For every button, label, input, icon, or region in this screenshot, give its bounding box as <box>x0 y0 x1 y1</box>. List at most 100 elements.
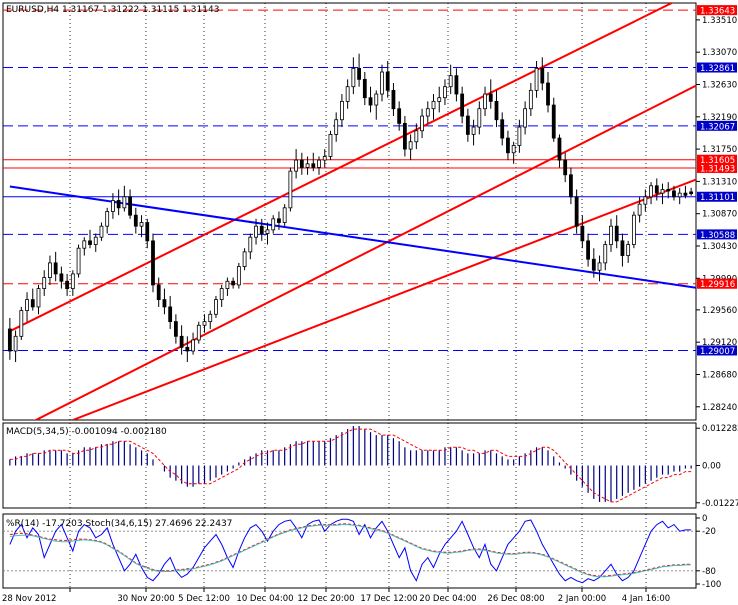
candle-body <box>540 67 545 84</box>
price-tick-label: 1.30430 <box>702 242 737 252</box>
price-level-tag <box>697 120 737 131</box>
price-tick-label: 1.29560 <box>702 306 737 316</box>
candle-body <box>448 75 453 88</box>
stochastic-panel: 0 -20 -80 -100 <box>2 513 721 590</box>
stoch-tick-label: -100 <box>702 580 721 590</box>
macd-signal-line <box>9 428 692 503</box>
price-tick-label: 1.32630 <box>702 80 737 90</box>
candle-body <box>65 280 70 289</box>
macd-tick-label: -0.012278 <box>702 499 738 509</box>
candle-body <box>402 123 407 150</box>
candle-body <box>443 86 447 99</box>
candle-body <box>637 203 642 216</box>
price-level-label: 1.30588 <box>700 231 735 241</box>
candle-body <box>122 196 127 209</box>
trendline <box>9 3 674 333</box>
candle-body <box>654 185 659 194</box>
candle-body <box>25 299 29 312</box>
stoch-series-line <box>9 523 692 577</box>
candle-body <box>477 108 482 128</box>
time-axis: 28 Nov 2012 30 Nov 20:00 5 Dec 12:00 10 Dec… <box>2 588 670 604</box>
stoch-tick-label: -80 <box>702 567 716 577</box>
price-panel: 1.33510 1.33070 1.32630 1.32190 1.31750 1.313… <box>2 2 737 421</box>
candle-body <box>345 86 350 102</box>
candle-body <box>528 89 533 110</box>
price-tick-label: 1.28680 <box>702 370 737 380</box>
candle-body <box>242 251 247 267</box>
candle-body <box>231 280 236 286</box>
price-tick-label: 1.32190 <box>702 113 737 123</box>
price-frame <box>2 2 697 421</box>
price-tick-label: 1.29120 <box>702 338 737 348</box>
candle-body <box>128 196 132 216</box>
date-tick-label: 2 Jan 00:00 <box>558 594 606 604</box>
candle-body <box>282 207 287 223</box>
price-level-label: 1.29007 <box>700 347 735 357</box>
candle-body <box>139 222 144 227</box>
candle-body <box>454 75 459 95</box>
candle-body <box>569 174 573 198</box>
date-tick-label: 30 Nov 20:00 <box>117 594 174 604</box>
candle-body <box>42 277 47 289</box>
candle-body <box>162 299 167 308</box>
price-level-label: 1.31605 <box>700 156 735 166</box>
candle-body <box>626 244 631 256</box>
candle-body <box>431 100 436 110</box>
stochastic-panel-title: %R(14) -17.7203 Stoch(34,6,15) 27.4696 2… <box>6 519 232 529</box>
candle-body <box>357 67 361 80</box>
candle-body <box>351 67 356 88</box>
candle-body <box>620 240 625 256</box>
candle-body <box>179 335 184 348</box>
price-level-label: 1.32861 <box>700 64 735 74</box>
candle-body <box>48 262 52 278</box>
candle-body <box>254 225 258 238</box>
candle-body <box>517 126 522 146</box>
candle-body <box>225 280 230 289</box>
candle-body <box>185 346 190 352</box>
candle-body <box>116 200 121 209</box>
candle-body <box>586 240 590 260</box>
trendline <box>72 178 696 420</box>
candle-body <box>557 137 562 161</box>
price-level-tag <box>697 345 737 356</box>
candle-body <box>151 240 155 286</box>
candle-body <box>597 262 602 271</box>
candle-body <box>305 163 310 168</box>
candle-body <box>202 321 207 326</box>
macd-panel: 0.012282 0.00 -0.012278 <box>2 422 738 509</box>
date-tick-label: 17 Dec 12:00 <box>360 594 417 604</box>
macd-tick-label: 0.00 <box>702 462 721 472</box>
candle-body <box>277 218 281 223</box>
price-level-label: 1.29916 <box>700 280 735 290</box>
price-level-tag <box>697 278 737 289</box>
candle-body <box>425 108 430 117</box>
candle-body <box>311 163 316 168</box>
candle-body <box>173 321 178 337</box>
candle-body <box>609 225 613 245</box>
candle-body <box>362 78 367 99</box>
candle-body <box>214 299 218 315</box>
candle-body <box>494 100 499 121</box>
candle-body <box>219 288 224 300</box>
candle-body <box>689 191 694 195</box>
candle-body <box>660 189 665 194</box>
stochastic-frame <box>2 513 697 589</box>
price-level-label: 1.31493 <box>700 164 735 174</box>
price-tick-label: 1.31750 <box>702 145 737 155</box>
candle-body <box>483 93 487 110</box>
candle-body <box>265 229 270 234</box>
price-level-tag <box>697 154 737 165</box>
candle-body <box>408 141 413 150</box>
candle-body <box>111 200 115 212</box>
candle-body <box>168 306 173 323</box>
candle-body <box>248 236 253 253</box>
candle-body <box>551 104 556 139</box>
price-level-label: 1.32067 <box>700 122 735 132</box>
date-tick-label: 5 Dec 12:00 <box>178 594 230 604</box>
stoch-series-line <box>9 518 692 584</box>
candle-body <box>93 236 98 245</box>
candle-body <box>133 214 138 227</box>
candle-body <box>76 247 81 275</box>
price-level-label: 1.31101 <box>700 193 735 203</box>
candle-body <box>59 273 64 282</box>
